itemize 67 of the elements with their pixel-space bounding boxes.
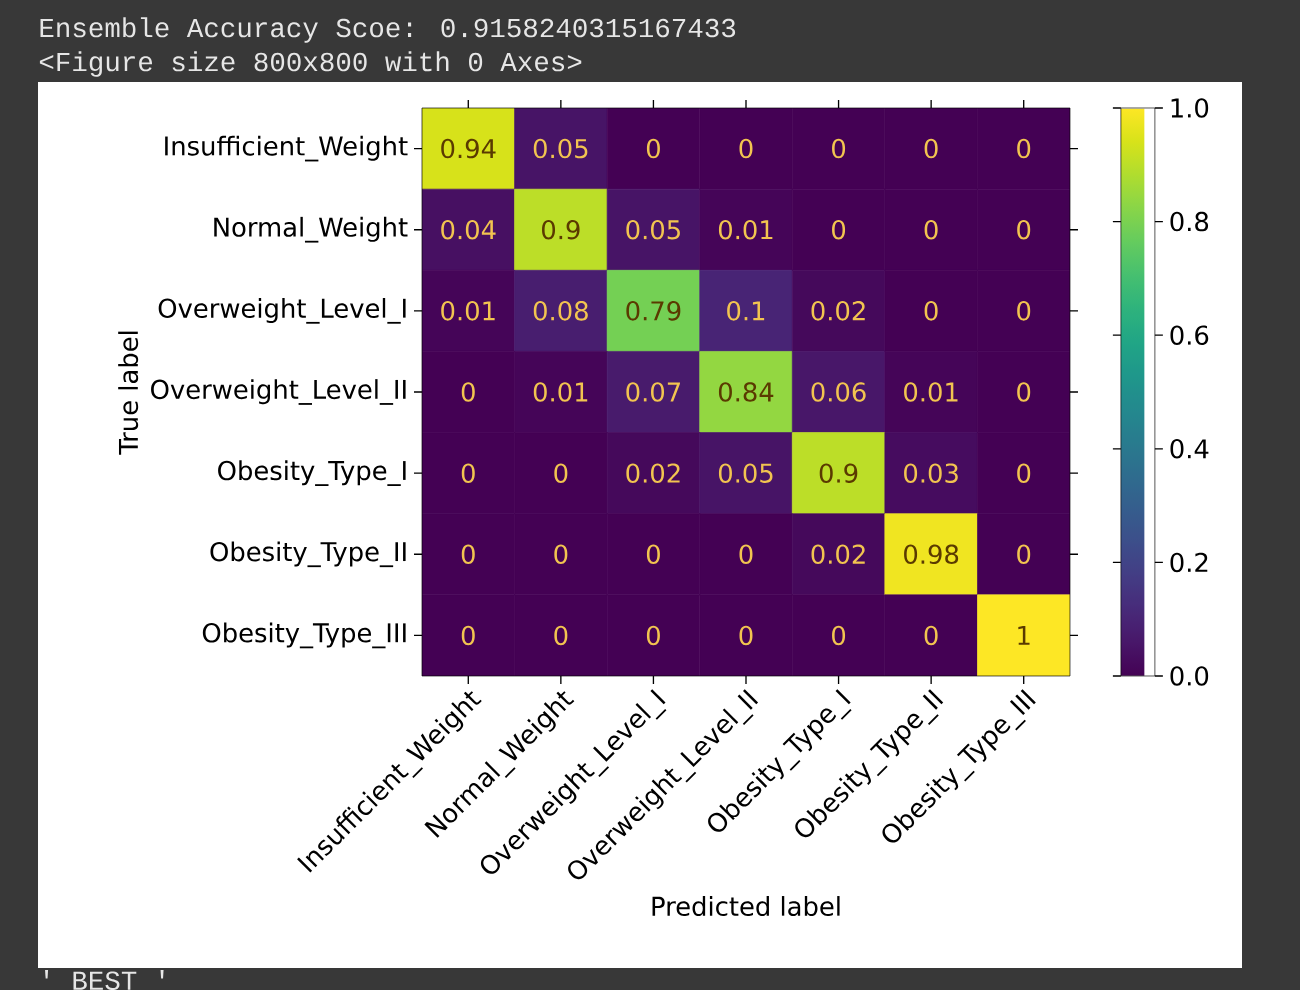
data-label: 0 [461, 463, 475, 483]
data-label: 0.02 [811, 544, 865, 565]
data-label: 0 [924, 625, 938, 646]
data-label: 0.79 [626, 301, 681, 321]
data-label: 0.01 [533, 382, 588, 402]
color-bar-label: 0.8 [1170, 211, 1209, 232]
data-label: 0 [461, 382, 475, 402]
y-tick-label: Obesity_Type_III [202, 622, 406, 649]
data-label: 0.05 [626, 219, 680, 240]
data-label: 0.9 [542, 219, 580, 240]
data-label: 0.01 [441, 301, 495, 321]
y-tick-label: Normal_Weight [214, 216, 408, 243]
data-label: 0.04 [441, 219, 496, 240]
y-tick-label: Obesity_Type_II [210, 541, 406, 568]
x-axis-title: Predicted label [652, 896, 840, 917]
data-label: 0 [924, 219, 938, 240]
data-label: 0 [832, 138, 846, 159]
data-label: 0.03 [904, 463, 958, 483]
data-label: 0 [1017, 138, 1031, 159]
data-label: 1 [1018, 626, 1030, 645]
data-label: 0 [1017, 301, 1031, 321]
y-tick-label: Obesity_Type_I [218, 460, 406, 486]
data-label: 0 [739, 625, 753, 646]
data-label: 0 [832, 625, 846, 646]
data-label: 0.9 [819, 463, 858, 483]
data-label: 0 [646, 544, 660, 565]
data-label: 0.06 [811, 382, 866, 402]
data-label: 0 [1017, 463, 1031, 483]
y-tick-label: Overweight_Level_II [151, 379, 406, 405]
data-label: 0 [1017, 382, 1031, 402]
data-label: 0.01 [904, 382, 958, 402]
data-label: 0 [554, 625, 568, 646]
data-label: 0.05 [718, 463, 773, 483]
color-bar-label: 1.0 [1171, 98, 1209, 118]
data-label: 0 [1017, 544, 1031, 565]
data-label: 0 [924, 301, 938, 321]
data-label: 0 [1017, 219, 1031, 240]
data-label: 0.98 [904, 544, 959, 565]
data-label: 0 [739, 138, 753, 159]
color-bar-label: 0.0 [1170, 666, 1209, 686]
y-tick-label: Insufficient_Weight [165, 135, 408, 162]
y-tick-label: Overweight_Level_I [158, 298, 406, 324]
color-bar-label: 0.2 [1170, 552, 1208, 573]
data-label: 0 [461, 625, 475, 646]
text: Ensemble Accuracy Scoe: 0.9158240315167433 [40, 17, 736, 43]
data-label: 0.94 [441, 138, 496, 159]
data-label: 0 [554, 463, 568, 483]
data-label: 0 [646, 138, 660, 159]
data-label: 0 [461, 544, 475, 565]
data-label: 0.1 [727, 301, 765, 321]
data-label: 0.07 [626, 382, 680, 402]
data-label: 0 [554, 544, 568, 565]
y-axis-title: True label [118, 331, 139, 455]
color-bar-label: 0.6 [1170, 325, 1209, 345]
data-label: 0.05 [533, 138, 588, 159]
data-label: 0 [832, 219, 846, 240]
data-label: 0.01 [718, 219, 773, 240]
color-bar-label: 0.4 [1170, 439, 1209, 459]
data-label: 0 [739, 544, 753, 565]
data-label: 0.84 [718, 382, 774, 402]
data-label: 0.08 [533, 301, 588, 321]
text: <Figure size 800x800 with 0 Axes> [39, 51, 582, 77]
data-label: 0.02 [626, 463, 680, 483]
data-label: 0.02 [811, 301, 865, 321]
data-label: 0 [646, 625, 660, 646]
text: ' BEST ' [45, 969, 164, 990]
data-label: 0 [924, 138, 938, 159]
